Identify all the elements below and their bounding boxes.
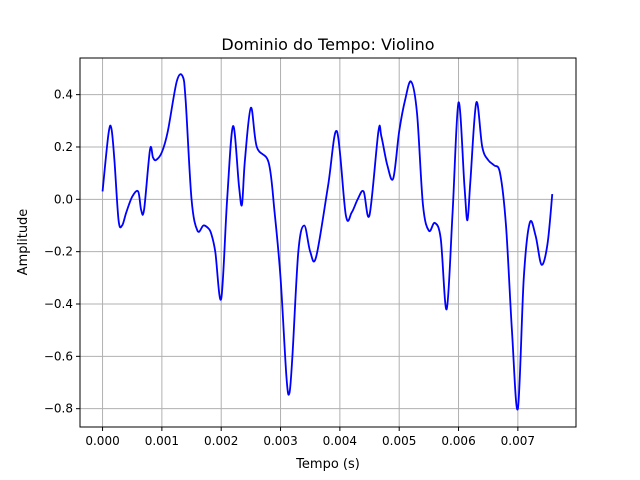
y-tick-label: 0.4 (54, 88, 73, 102)
y-tick-label: −0.2 (44, 245, 73, 259)
x-tick-label: 0.005 (382, 434, 416, 448)
series-line (101, 73, 554, 411)
grid (80, 58, 576, 427)
x-tick-label: 0.002 (204, 434, 238, 448)
y-axis-label: Amplitude (16, 209, 31, 276)
x-tick-label: 0.001 (145, 434, 179, 448)
x-tick-label: 0.007 (501, 434, 535, 448)
x-tick-label: 0.006 (441, 434, 475, 448)
y-ticks: −0.8 −0.6 −0.4 −0.2 0.0 0.2 0.4 (44, 88, 80, 416)
x-ticks: 0.000 0.001 0.002 0.003 0.004 0.005 0.006 0.007 (85, 427, 535, 448)
chart-title: Dominio do Tempo: Violino (221, 35, 434, 54)
y-tick-label: −0.4 (44, 297, 73, 311)
x-tick-label: 0.000 (85, 434, 119, 448)
y-tick-label: 0.0 (54, 192, 73, 206)
y-tick-label: −0.6 (44, 349, 73, 363)
x-tick-label: 0.003 (263, 434, 297, 448)
y-tick-label: −0.8 (44, 402, 73, 416)
x-tick-label: 0.004 (323, 434, 357, 448)
x-axis-label: Tempo (s) (295, 457, 360, 472)
y-tick-label: 0.2 (54, 140, 73, 154)
plot-frame (79, 57, 577, 428)
